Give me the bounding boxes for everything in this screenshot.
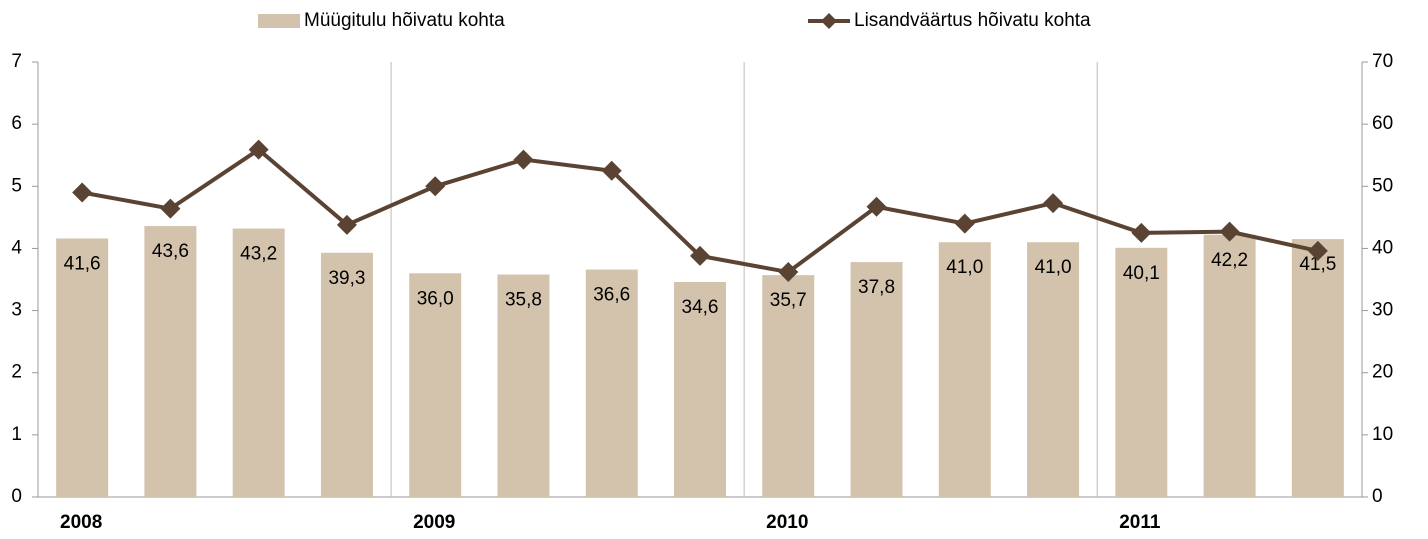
bar-value-label: 36,0 <box>417 288 454 309</box>
x-tick-label: 2008 <box>60 512 102 533</box>
bar <box>1027 242 1080 497</box>
y-tick-label: 0 <box>11 486 22 507</box>
line-marker <box>513 149 534 170</box>
line-marker <box>778 262 799 283</box>
bar-value-label: 43,6 <box>152 241 189 262</box>
bar <box>56 238 109 497</box>
bar-value-label: 37,8 <box>858 277 895 298</box>
y-tick-label: 1 <box>11 424 22 445</box>
bar <box>1115 247 1168 497</box>
y2-tick-label: 50 <box>1372 175 1393 196</box>
bar <box>850 262 903 497</box>
y2-tick-label: 40 <box>1372 237 1393 258</box>
line-marker <box>1219 221 1240 242</box>
bar <box>1203 234 1256 497</box>
bar-value-label: 35,7 <box>770 290 807 311</box>
bar-value-label: 34,6 <box>682 297 719 318</box>
line-marker <box>601 160 622 181</box>
y2-tick-label: 30 <box>1372 300 1393 321</box>
y-tick-label: 7 <box>11 51 22 72</box>
line-marker <box>690 245 710 266</box>
x-tick-label: 2009 <box>413 512 455 533</box>
bar <box>938 242 991 497</box>
x-tick-label: 2010 <box>766 512 808 533</box>
bar <box>144 226 197 498</box>
bar-value-label: 43,2 <box>240 244 277 265</box>
line-marker <box>1131 222 1152 243</box>
bar-value-label: 39,3 <box>328 268 365 289</box>
y-tick-label: 2 <box>11 362 22 383</box>
line-marker <box>72 182 93 203</box>
bar <box>585 269 638 497</box>
line-marker <box>1043 193 1064 214</box>
y2-tick-label: 60 <box>1372 113 1393 134</box>
line-marker <box>160 198 181 219</box>
bar-value-label: 36,6 <box>593 285 630 306</box>
bar-value-label: 41,0 <box>946 257 983 278</box>
legend-swatch <box>258 14 300 28</box>
x-tick-label: 2011 <box>1119 512 1161 533</box>
y-tick-label: 3 <box>11 300 22 321</box>
line-marker <box>425 176 446 197</box>
y2-tick-label: 0 <box>1372 486 1383 507</box>
bar <box>674 281 726 497</box>
y-tick-label: 5 <box>11 175 22 196</box>
legend-label: Müügitulu hõivatu kohta <box>304 10 505 31</box>
bar-value-label: 41,5 <box>1299 254 1336 275</box>
line-marker <box>1307 240 1328 261</box>
bar-value-label: 41,6 <box>64 254 101 275</box>
bar <box>1291 239 1344 497</box>
y-tick-label: 6 <box>11 113 22 134</box>
line-marker <box>248 139 269 160</box>
bar <box>762 275 815 497</box>
y2-tick-label: 10 <box>1372 424 1393 445</box>
bar-value-label: 35,8 <box>505 290 542 311</box>
y2-tick-label: 20 <box>1372 362 1393 383</box>
y2-tick-label: 70 <box>1372 51 1393 72</box>
line-marker <box>866 196 887 217</box>
bar-value-label: 40,1 <box>1123 263 1160 284</box>
bar-value-label: 42,2 <box>1211 250 1248 271</box>
bar <box>409 273 462 497</box>
legend-label: Lisandväärtus hõivatu kohta <box>854 10 1091 31</box>
y-tick-label: 4 <box>11 237 22 258</box>
bar <box>232 228 285 498</box>
bar <box>497 274 550 497</box>
bar-value-label: 41,0 <box>1035 257 1072 278</box>
line-marker <box>336 214 357 235</box>
legend-marker <box>821 13 837 29</box>
line-marker <box>954 213 975 234</box>
bar <box>320 252 373 497</box>
